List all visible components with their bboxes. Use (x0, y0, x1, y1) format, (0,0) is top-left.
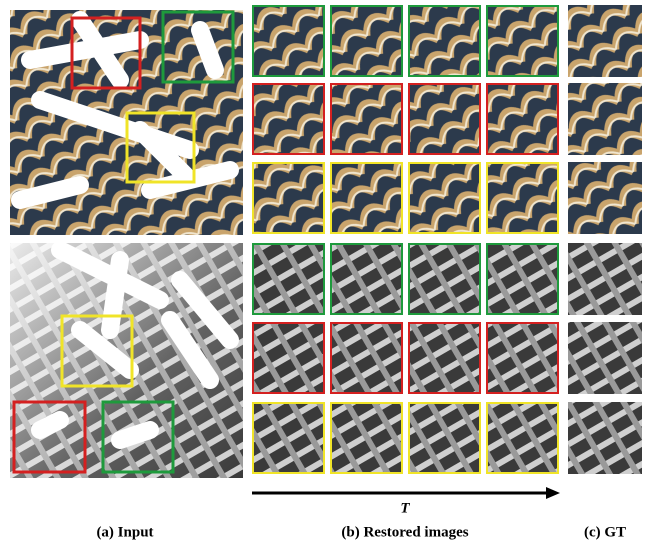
restored-image (330, 83, 403, 155)
gt-image (568, 322, 642, 394)
gt-image (568, 402, 642, 474)
gt-image (568, 83, 642, 155)
restored-image (330, 322, 403, 394)
restored-image (486, 83, 559, 155)
arrow-head (546, 487, 560, 499)
images (10, 5, 642, 478)
restored-image (252, 5, 325, 77)
restored-image (252, 322, 325, 394)
mask-stroke (120, 430, 150, 440)
caption: (b) Restored images (341, 524, 468, 540)
caption: (a) Input (96, 524, 153, 540)
gt-image (568, 243, 642, 315)
restored-image (330, 5, 403, 77)
caption: (c) GT (584, 524, 626, 540)
restored-image (486, 243, 559, 315)
gt-image (568, 5, 642, 77)
axis-label: T (400, 500, 410, 516)
restored-image (486, 162, 559, 234)
mask-stroke (110, 260, 120, 330)
restored-image (408, 402, 481, 474)
restored-image (408, 322, 481, 394)
restored-image (252, 243, 325, 315)
restored-image (252, 162, 325, 234)
restored-image (330, 402, 403, 474)
gt-image (568, 162, 642, 234)
restored-image (486, 402, 559, 474)
restored-image (408, 162, 481, 234)
restored-image (486, 5, 559, 77)
restored-image (408, 243, 481, 315)
restored-image (330, 243, 403, 315)
restored-image (408, 83, 481, 155)
restored-image (408, 5, 481, 77)
figure: T (a) Input (b) Restored images (c) GT (0, 0, 652, 546)
restored-image (252, 402, 325, 474)
restored-image (486, 322, 559, 394)
restored-image (330, 162, 403, 234)
mask-stroke (40, 420, 60, 430)
restored-image (252, 83, 325, 155)
